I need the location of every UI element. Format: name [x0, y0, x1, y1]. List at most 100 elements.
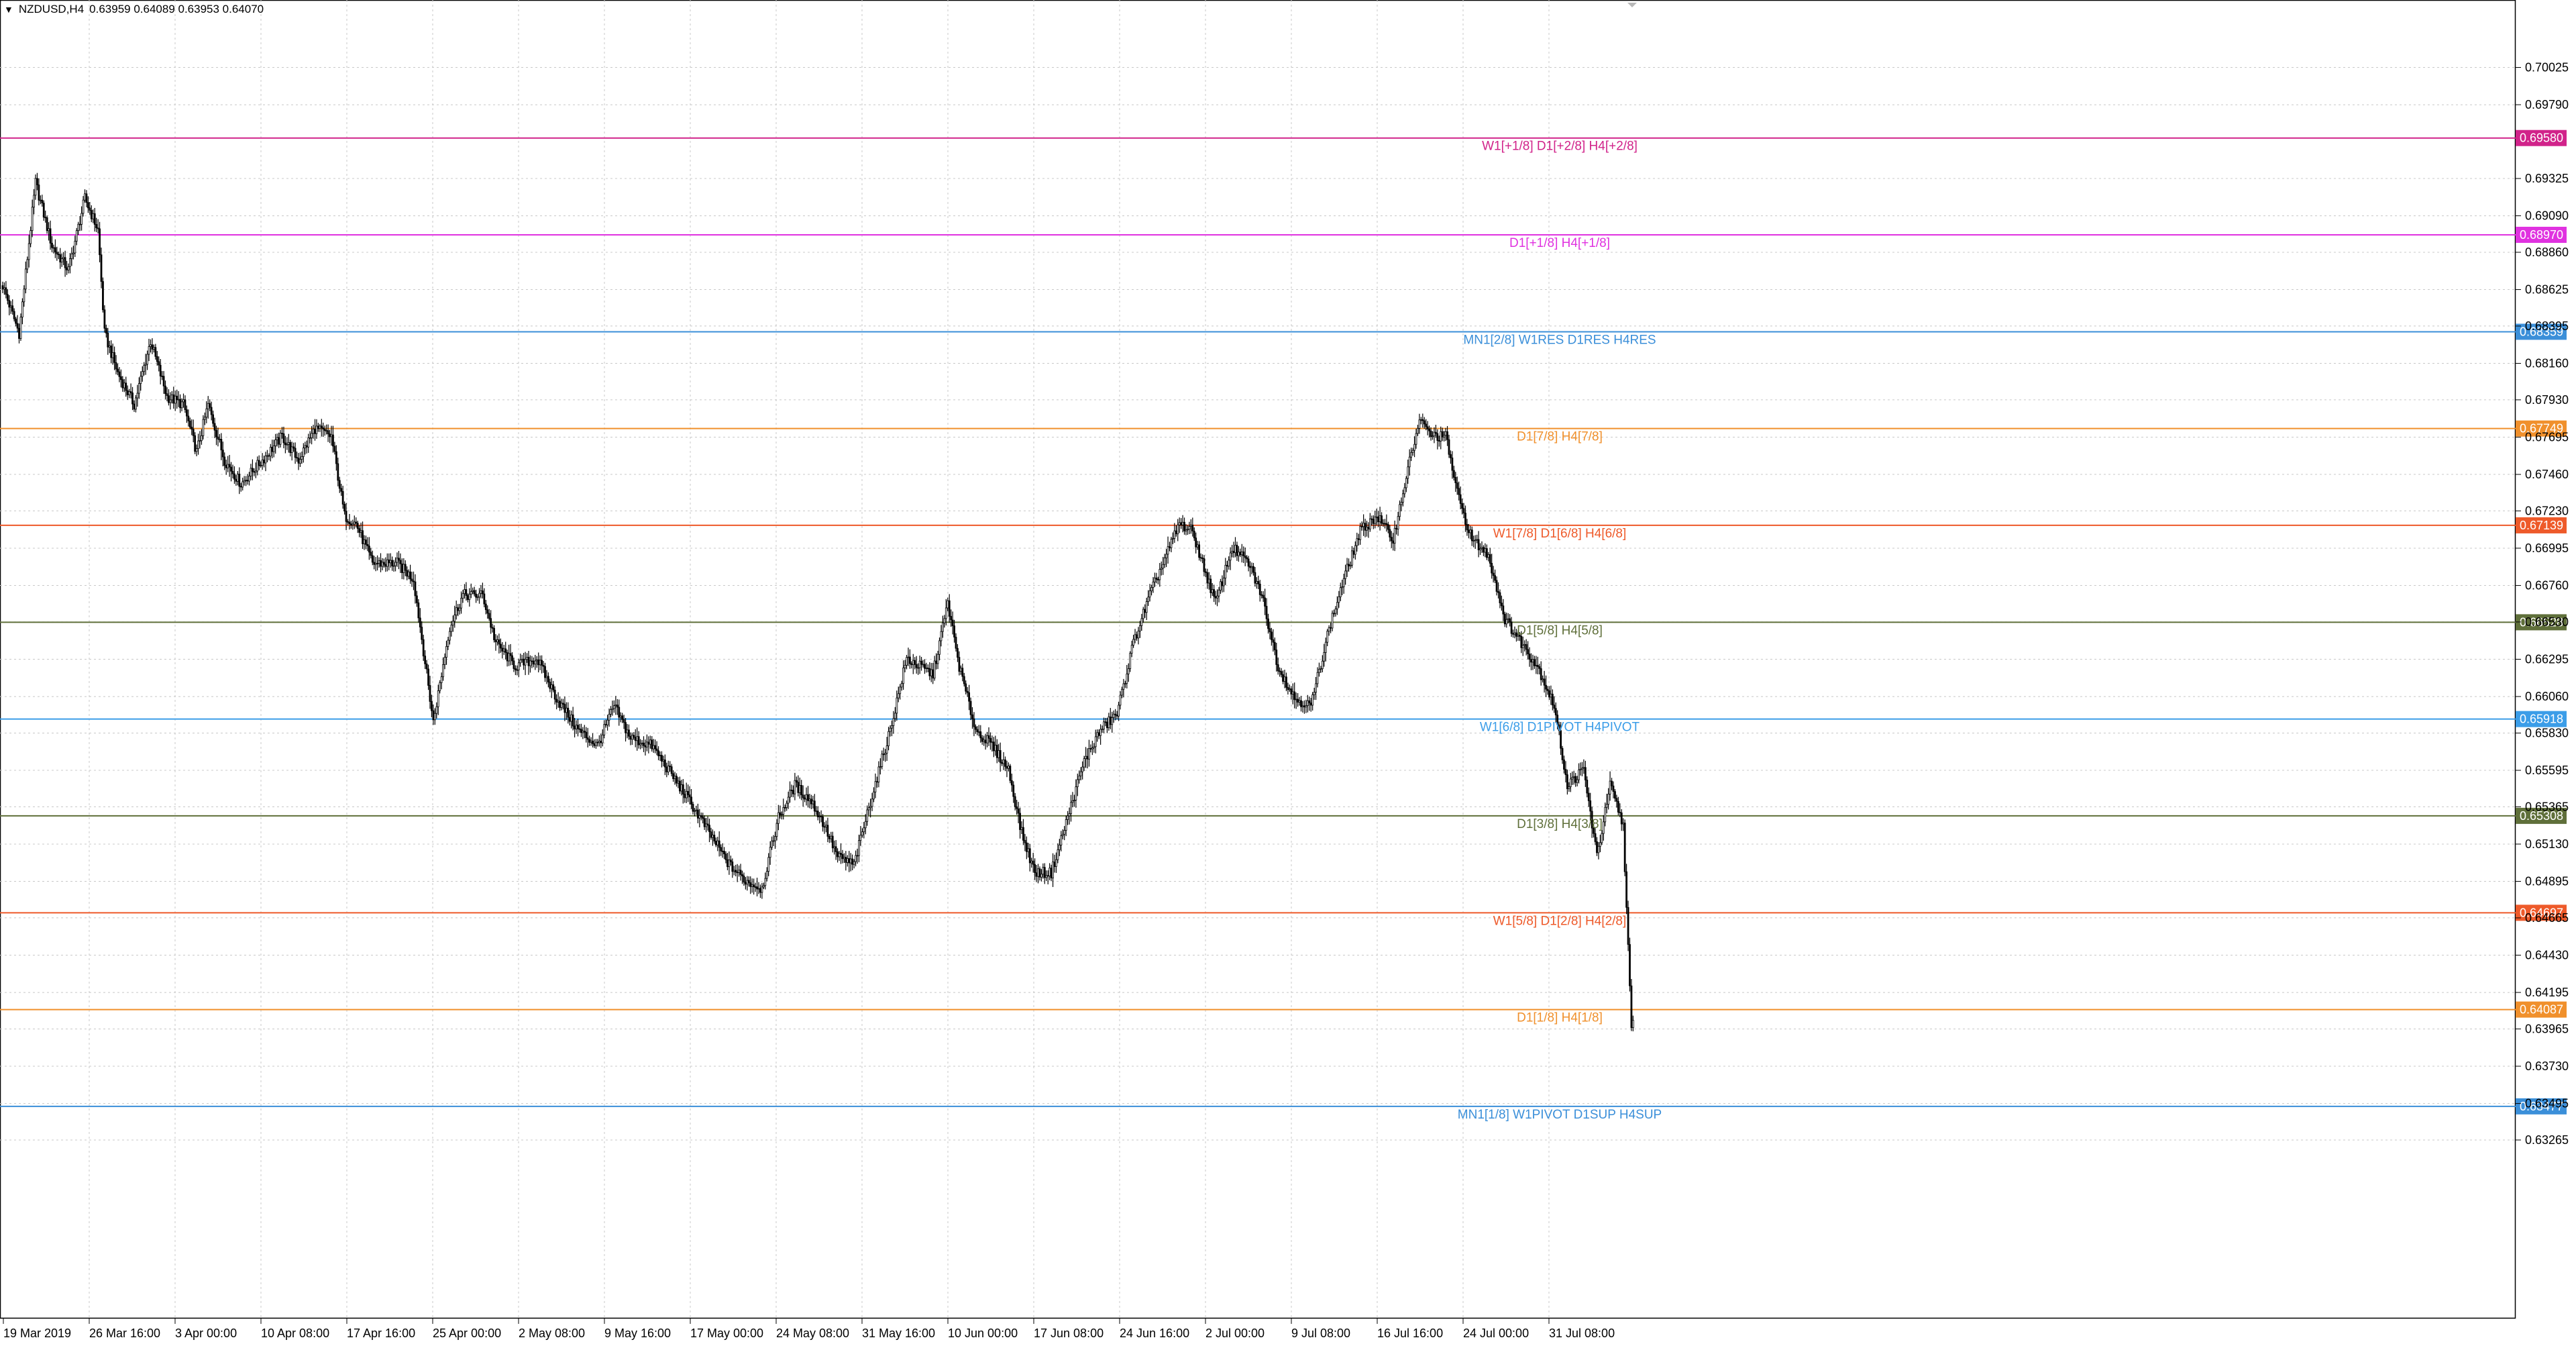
candle-body [918, 660, 921, 668]
candle-body [1410, 452, 1413, 458]
candle-body [1052, 862, 1054, 878]
level-label: W1[6/8] D1PIVOT H4PIVOT [1480, 721, 1640, 735]
candle-body [396, 558, 398, 563]
candle-body [1528, 654, 1531, 660]
candle-body [1397, 516, 1399, 529]
candle-body [1342, 578, 1345, 587]
candle-body [380, 560, 382, 567]
candle-body [34, 178, 37, 196]
candle-body [1349, 564, 1352, 566]
candle-body [626, 729, 629, 733]
candle-body [593, 743, 596, 746]
candle-body [1187, 529, 1189, 531]
candle-body [1441, 431, 1444, 437]
level-price-badge [2516, 1098, 2567, 1115]
candle-body [685, 790, 688, 798]
candle-body [838, 853, 841, 858]
candle-body [1260, 594, 1263, 596]
candle-body [11, 305, 14, 312]
candle-body [356, 523, 359, 529]
candle-body [1027, 848, 1030, 852]
candle-body [424, 656, 427, 664]
candle-body [621, 715, 624, 720]
candle-body [600, 741, 602, 743]
candle-body [90, 210, 93, 219]
candle-body [1341, 586, 1344, 588]
candle-body [975, 726, 977, 730]
candle-body [1604, 807, 1607, 823]
time-tick-label: 10 Jun 00:00 [948, 1327, 1018, 1340]
candle-body [1121, 688, 1123, 696]
time-tick-label: 31 May 16:00 [862, 1327, 935, 1340]
price-axis[interactable]: 0.70025 0.69790 0.69325 0.69090 0.68860 0.686… [2516, 60, 2569, 1147]
candle-body [973, 718, 975, 727]
candle-body [1189, 525, 1192, 527]
candle-body [1170, 539, 1173, 548]
price-tick-label: 0.70025 [2525, 60, 2569, 74]
candle-body [26, 259, 29, 270]
candle-body [775, 823, 778, 837]
candle-body [1272, 639, 1275, 643]
candle-body [466, 595, 469, 601]
candle-body [873, 791, 875, 800]
level-price-badge [2516, 807, 2567, 824]
candle-body [871, 798, 873, 807]
candle-body [606, 719, 608, 725]
candle-body [243, 480, 246, 482]
candle-body [156, 356, 158, 362]
candle-body [187, 415, 190, 421]
candle-body [451, 621, 454, 626]
candle-body [28, 243, 30, 260]
time-axis[interactable]: 19 Mar 2019 26 Mar 16:00 3 Apr 00:00 10 Apr… [3, 1318, 1615, 1340]
candle-body [1324, 641, 1327, 653]
candle-body [51, 242, 53, 248]
candle-body [879, 766, 881, 768]
candle-body [384, 564, 387, 567]
candle-body [634, 737, 637, 741]
candle-body [176, 395, 178, 401]
candle-body [899, 686, 902, 694]
candle-body [125, 382, 127, 391]
candle-body [1393, 527, 1396, 544]
candle-body [1262, 594, 1265, 599]
candle-body [77, 223, 80, 231]
candle-body [912, 660, 914, 666]
candle-body [449, 631, 451, 641]
candle-body [19, 317, 22, 339]
candle-body [1285, 676, 1287, 688]
candle-body [1589, 800, 1592, 812]
candle-body [1483, 547, 1485, 553]
candle-body [46, 217, 48, 231]
candle-body [981, 737, 983, 742]
triangle-down-icon[interactable]: ▼ [4, 4, 13, 15]
shift-marker-icon[interactable] [1627, 3, 1637, 7]
candle-body [1485, 548, 1488, 558]
candle-body [1152, 581, 1155, 588]
candle-body [383, 562, 385, 565]
candle-body [445, 646, 447, 658]
candle-body [1551, 693, 1554, 706]
candle-body [353, 521, 356, 525]
candle-body [1328, 627, 1330, 632]
candle-body [1034, 864, 1036, 874]
candle-body [31, 207, 34, 231]
candle-body [317, 425, 319, 429]
candle-body [782, 807, 785, 815]
candle-body [78, 223, 81, 225]
candle-body [515, 668, 517, 670]
candle-body [1022, 827, 1024, 841]
candle-body [639, 743, 641, 745]
candle-body [1089, 748, 1092, 749]
time-tick-label: 10 Apr 08:00 [261, 1327, 329, 1340]
candle-body [1542, 678, 1544, 680]
candle-body [1569, 778, 1572, 787]
candle-body [250, 468, 252, 476]
candle-body [1433, 431, 1436, 437]
candle-body [858, 840, 860, 856]
candle-body [1229, 552, 1232, 561]
candle-body [580, 729, 582, 733]
candle-body [1071, 800, 1074, 803]
candle-body [545, 676, 548, 678]
